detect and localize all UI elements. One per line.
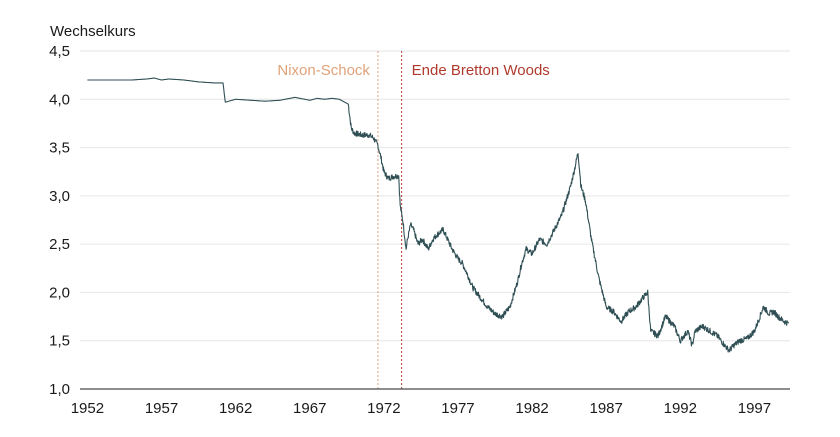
y-tick-label: 2,0 xyxy=(49,284,70,301)
x-tick-label: 1972 xyxy=(367,400,400,417)
y-tick-label: 3,0 xyxy=(49,188,70,205)
x-tick-label: 1957 xyxy=(145,400,178,417)
y-tick-label: 4,5 xyxy=(49,43,70,60)
series-layer xyxy=(87,77,790,353)
x-tick-labels: 1952 1957 1962 1967 1972 1977 1982 1987 1992 1997 xyxy=(71,400,771,417)
x-tick-label: 1962 xyxy=(219,400,252,417)
y-tick-labels: 1,0 1,5 2,0 2,5 3,0 3,5 4,0 4,5 xyxy=(49,43,70,398)
y-tick-label: 2,5 xyxy=(49,236,70,253)
annotation-label: Nixon-Schock xyxy=(277,62,370,79)
y-tick-label: 1,5 xyxy=(49,333,70,350)
x-tick-label: 1952 xyxy=(71,400,104,417)
exchange-rate-line xyxy=(87,77,790,353)
y-axis-title: Wechselkurs xyxy=(50,23,136,40)
y-tick-label: 4,0 xyxy=(49,91,70,108)
x-tick-label: 1967 xyxy=(293,400,326,417)
x-tick-label: 1987 xyxy=(590,400,623,417)
x-tick-label: 1992 xyxy=(664,400,697,417)
x-tick-label: 1977 xyxy=(441,400,474,417)
x-tick-label: 1982 xyxy=(515,400,548,417)
annotations: Nixon-Schock Ende Bretton Woods xyxy=(277,51,550,389)
y-tick-label: 3,5 xyxy=(49,140,70,157)
annotation-label: Ende Bretton Woods xyxy=(412,62,550,79)
y-tick-label: 1,0 xyxy=(49,381,70,398)
x-tick-label: 1997 xyxy=(738,400,771,417)
grid-lines xyxy=(80,50,790,342)
